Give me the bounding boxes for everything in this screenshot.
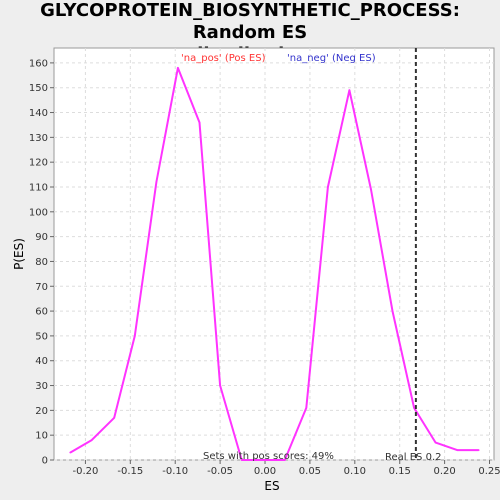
data-point <box>370 188 372 191</box>
y-tick-label: 30 <box>35 381 48 392</box>
data-point <box>477 449 480 451</box>
data-point <box>69 451 71 454</box>
y-tick-label: 80 <box>35 257 48 268</box>
x-tick-label: -0.10 <box>162 466 188 477</box>
x-tick-label: 0.25 <box>478 466 500 477</box>
data-point <box>348 89 351 91</box>
data-point <box>134 335 136 337</box>
x-tick-label: 0.05 <box>299 466 321 477</box>
data-point <box>413 407 415 409</box>
y-tick-label: 110 <box>29 182 48 193</box>
y-tick-label: 60 <box>35 307 48 318</box>
es-distribution-line <box>69 66 479 461</box>
y-tick-label: 50 <box>35 331 48 342</box>
y-tick-label: 100 <box>29 207 48 218</box>
data-point <box>177 67 179 69</box>
series-layer <box>69 66 480 461</box>
y-tick-label: 20 <box>35 406 48 417</box>
data-point <box>434 441 437 444</box>
legend-pos-label: 'na_pos' (Pos ES) <box>181 53 266 64</box>
data-point <box>155 181 158 183</box>
data-point <box>327 186 329 188</box>
y-tick-label: 140 <box>29 108 48 119</box>
y-tick-label: 40 <box>35 356 48 367</box>
y-tick-label: 160 <box>29 58 48 69</box>
y-tick-label: 130 <box>29 133 48 144</box>
x-tick-label: 0.00 <box>254 466 276 477</box>
x-tick-label: -0.15 <box>117 466 143 477</box>
y-tick-label: 120 <box>29 158 48 169</box>
real-es-label: Real ES 0.2 <box>385 452 441 463</box>
legend-neg-label: 'na_neg' (Neg ES) <box>287 53 376 64</box>
data-point <box>283 459 286 461</box>
x-tick-label: 0.10 <box>344 466 366 477</box>
data-point <box>198 121 201 124</box>
y-axis-label: P(ES) <box>12 238 26 270</box>
data-point <box>90 439 93 441</box>
y-tick-label: 70 <box>35 282 48 293</box>
x-axis-label: ES <box>264 479 279 493</box>
y-tick-label: 150 <box>29 83 48 94</box>
x-tick-label: -0.20 <box>72 466 98 477</box>
y-tick-label: 90 <box>35 232 48 243</box>
data-point <box>305 407 308 409</box>
x-tick-label: -0.05 <box>207 466 233 477</box>
y-axis: 0 10 20 30 40 50 60 70 80 90 100 110 120 130 140 150 160 <box>29 58 54 467</box>
data-point <box>240 459 243 461</box>
y-tick-label: 10 <box>35 431 48 442</box>
pos-scores-annotation: Sets with pos scores: 49% <box>203 451 334 462</box>
data-point <box>219 384 221 387</box>
y-tick-label: 0 <box>42 456 48 467</box>
data-point <box>456 449 458 451</box>
x-tick-label: 0.20 <box>433 466 455 477</box>
plot-area <box>53 47 495 461</box>
data-point <box>391 310 394 312</box>
x-tick-label: 0.15 <box>389 466 411 477</box>
data-point <box>262 459 265 461</box>
grid-lines <box>54 48 494 461</box>
data-point <box>113 417 115 419</box>
